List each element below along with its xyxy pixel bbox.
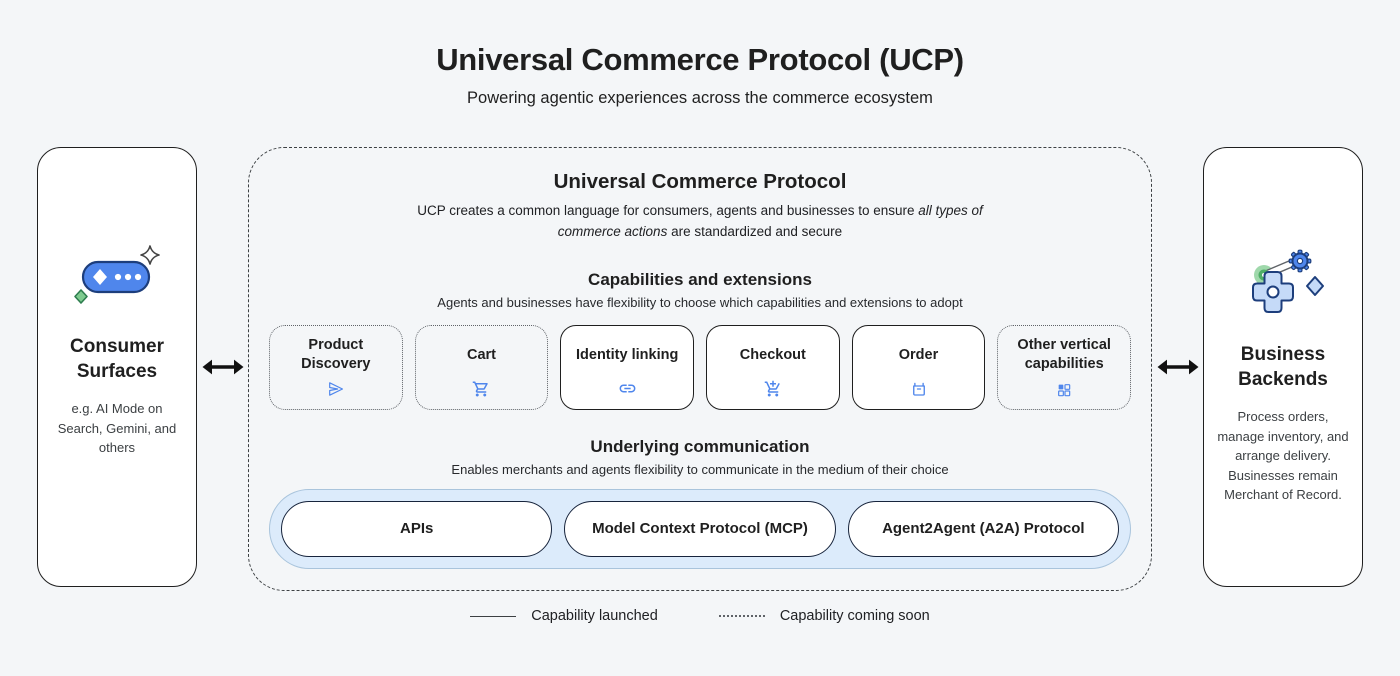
left-double-arrow-icon bbox=[197, 147, 248, 587]
communication-section-title: Underlying communication bbox=[590, 436, 810, 456]
consumer-surfaces-description: e.g. AI Mode on Search, Gemini, and othe… bbox=[57, 401, 177, 456]
comm-pill-a2a: Agent2Agent (A2A) Protocol bbox=[847, 500, 1119, 557]
legend-dotted-line bbox=[718, 615, 765, 617]
capability-checkout: Checkout bbox=[706, 324, 840, 410]
ucp-container: Universal Commerce Protocol UCP creates … bbox=[248, 147, 1152, 591]
right-double-arrow-icon bbox=[1152, 147, 1203, 587]
business-backends-description: Process orders, manage inventory, and ar… bbox=[1217, 409, 1349, 503]
add-cart-icon bbox=[764, 378, 782, 398]
capability-label: Identity linking bbox=[576, 346, 679, 363]
business-backends-card: Business Backends Process orders, manage… bbox=[1203, 147, 1363, 587]
link-icon bbox=[618, 378, 637, 398]
capabilities-section-title: Capabilities and extensions bbox=[588, 269, 812, 289]
capability-label: Product Discovery bbox=[301, 337, 371, 372]
page-header: Universal Commerce Protocol (UCP) Poweri… bbox=[0, 42, 1400, 108]
capability-other-vertical: Other vertical capabilities bbox=[997, 324, 1132, 410]
legend: Capability launched Capability coming so… bbox=[0, 608, 1400, 624]
legend-solid-line bbox=[470, 615, 517, 617]
comm-pill-mcp: Model Context Protocol (MCP) bbox=[564, 500, 836, 557]
ucp-description: UCP creates a common language for consum… bbox=[417, 203, 983, 239]
capabilities-section-subtitle: Agents and businesses have flexibility t… bbox=[437, 294, 963, 310]
send-icon bbox=[327, 378, 345, 398]
capability-cart: Cart bbox=[414, 324, 549, 410]
capability-label: Order bbox=[898, 346, 939, 363]
business-backends-title: Business Backends bbox=[1238, 344, 1328, 390]
ucp-title: Universal Commerce Protocol bbox=[553, 170, 847, 193]
capability-label: Checkout bbox=[739, 346, 806, 363]
capability-identity-linking: Identity linking bbox=[560, 324, 694, 410]
comm-pill-apis: APIs bbox=[281, 500, 553, 557]
page-title: Universal Commerce Protocol (UCP) bbox=[436, 42, 964, 77]
page-subtitle: Powering agentic experiences across the … bbox=[467, 89, 933, 107]
grid-icon bbox=[1056, 378, 1072, 398]
communication-section-subtitle: Enables merchants and agents flexibility… bbox=[451, 461, 949, 477]
gears-sparkle-icon bbox=[1237, 242, 1329, 319]
capability-product-discovery: Product Discovery bbox=[268, 324, 403, 410]
capability-order: Order bbox=[851, 324, 986, 410]
order-box-icon bbox=[910, 378, 928, 398]
capabilities-row: Product Discovery Cart Identity linking bbox=[249, 324, 1151, 410]
communication-band: APIs Model Context Protocol (MCP) Agent2… bbox=[269, 488, 1131, 569]
consumer-surfaces-title: Consumer Surfaces bbox=[70, 336, 164, 382]
cart-icon bbox=[472, 378, 490, 398]
consumer-surfaces-card: Consumer Surfaces e.g. AI Mode on Search… bbox=[37, 147, 197, 587]
capability-label: Cart bbox=[466, 346, 496, 363]
ucp-description-italic: all types of commerce actions bbox=[557, 203, 983, 239]
chat-pill-sparkle-icon bbox=[71, 242, 163, 311]
capability-label: Other vertical capabilities bbox=[1017, 337, 1111, 372]
legend-coming-soon-label: Capability coming soon bbox=[779, 608, 930, 624]
legend-launched-label: Capability launched bbox=[531, 608, 658, 624]
diagram-row: Consumer Surfaces e.g. AI Mode on Search… bbox=[37, 147, 1363, 591]
